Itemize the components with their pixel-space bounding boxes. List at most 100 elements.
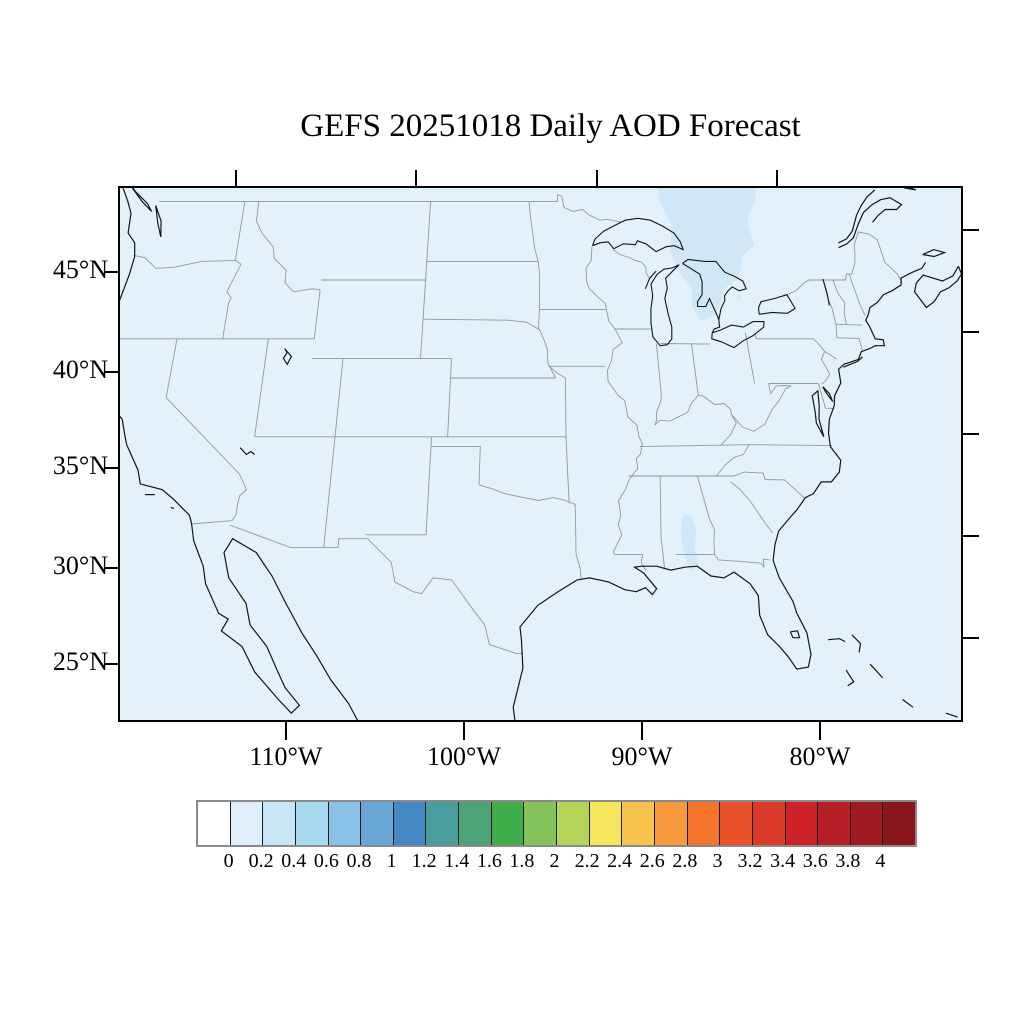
- state-border: [422, 309, 540, 330]
- lat-label: 45°N: [52, 255, 108, 284]
- state-border: [313, 289, 321, 339]
- colorbar-cell: [198, 802, 231, 845]
- aod-colorbar: [196, 800, 917, 847]
- top-minor-tick: [235, 170, 237, 186]
- colorbar-tick-label: 2: [549, 850, 560, 872]
- colorbar-cell: [818, 802, 851, 845]
- lon-tick: [641, 722, 643, 740]
- colorbar-tick-label: 0.8: [346, 850, 372, 872]
- island: [845, 669, 855, 687]
- state-border: [818, 383, 835, 409]
- state-border: [367, 538, 524, 654]
- lon-label: 90°W: [611, 742, 673, 771]
- lon-tick: [463, 722, 465, 740]
- colorbar-tick-label: 3.4: [770, 850, 796, 872]
- lake-outline: [591, 217, 685, 253]
- coastline: [118, 186, 359, 722]
- colorbar-cell: [426, 802, 460, 845]
- lat-label: 30°N: [52, 551, 108, 580]
- colorbar-tick-label: 1: [386, 850, 397, 872]
- colorbar-tick-label: 1.2: [411, 850, 437, 872]
- state-border: [254, 338, 269, 437]
- colorbar-cell: [785, 802, 819, 845]
- coastline: [838, 189, 876, 244]
- top-minor-tick: [596, 170, 598, 186]
- colorbar-cell: [328, 802, 362, 845]
- coastline: [822, 386, 834, 402]
- state-border: [165, 338, 247, 521]
- lake-outline: [711, 321, 765, 349]
- lake-outline: [711, 319, 721, 334]
- state-border: [605, 309, 643, 555]
- coastline: [512, 262, 927, 722]
- lon-tick: [819, 722, 821, 740]
- state-border: [234, 201, 246, 261]
- lon-label: 80°W: [789, 742, 851, 771]
- island: [828, 638, 846, 643]
- lat-label: 35°N: [52, 451, 108, 480]
- top-minor-tick: [415, 170, 417, 186]
- right-minor-tick: [963, 637, 979, 639]
- colorbar-cell: [720, 802, 753, 845]
- state-border: [836, 323, 863, 326]
- state-border: [675, 553, 770, 569]
- state-border: [537, 261, 541, 310]
- lake-outline: [682, 258, 747, 320]
- colorbar-cell: [491, 802, 525, 845]
- island: [869, 663, 884, 679]
- state-border: [431, 446, 481, 485]
- lake-outline: [822, 278, 830, 306]
- conus-aod-map: [118, 186, 963, 722]
- lat-tick: [104, 467, 118, 469]
- colorbar-cell: [361, 802, 394, 845]
- state-border: [478, 484, 576, 505]
- state-border: [639, 444, 750, 448]
- lat-tick: [104, 663, 118, 665]
- island: [945, 712, 958, 718]
- state-border: [190, 520, 232, 525]
- lat-tick: [104, 271, 118, 273]
- state-border: [654, 395, 737, 426]
- state-border: [786, 231, 903, 296]
- state-border: [613, 249, 650, 279]
- colorbar-tick-label: 3.8: [835, 850, 861, 872]
- colorbar-tick-label: 2.6: [639, 850, 665, 872]
- coastline: [913, 265, 963, 309]
- colorbar-cell: [393, 802, 427, 845]
- state-border: [744, 332, 756, 384]
- state-border: [716, 471, 806, 499]
- colorbar-cell: [230, 802, 264, 845]
- aod-patch: [680, 513, 699, 571]
- state-border: [528, 201, 539, 262]
- colorbar-cell: [557, 802, 590, 845]
- state-border: [715, 444, 750, 477]
- state-border: [256, 201, 321, 293]
- state-border: [323, 358, 344, 548]
- colorbar-cell: [687, 802, 721, 845]
- island: [902, 699, 914, 708]
- colorbar-tick-label: 3.6: [802, 850, 828, 872]
- state-border: [585, 246, 607, 310]
- colorbar-tick-label: 1.4: [444, 850, 470, 872]
- lake-outline: [650, 264, 680, 347]
- lat-tick: [104, 371, 118, 373]
- state-border: [659, 475, 665, 569]
- island: [239, 447, 255, 456]
- state-border: [425, 201, 432, 281]
- state-border: [730, 481, 773, 534]
- state-border: [832, 279, 847, 325]
- lat-label: 40°N: [52, 355, 108, 384]
- colorbar-tick-label: 1.6: [476, 850, 502, 872]
- state-border: [754, 333, 826, 352]
- lat-tick: [104, 567, 118, 569]
- state-border: [848, 273, 866, 316]
- colorbar-cell: [459, 802, 492, 845]
- state-border: [564, 377, 567, 437]
- state-border: [565, 436, 570, 504]
- island: [170, 506, 175, 509]
- colorbar-cell: [263, 802, 296, 845]
- state-border: [447, 358, 452, 437]
- coastline: [155, 205, 162, 238]
- coastline: [130, 186, 153, 212]
- state-border: [821, 351, 831, 385]
